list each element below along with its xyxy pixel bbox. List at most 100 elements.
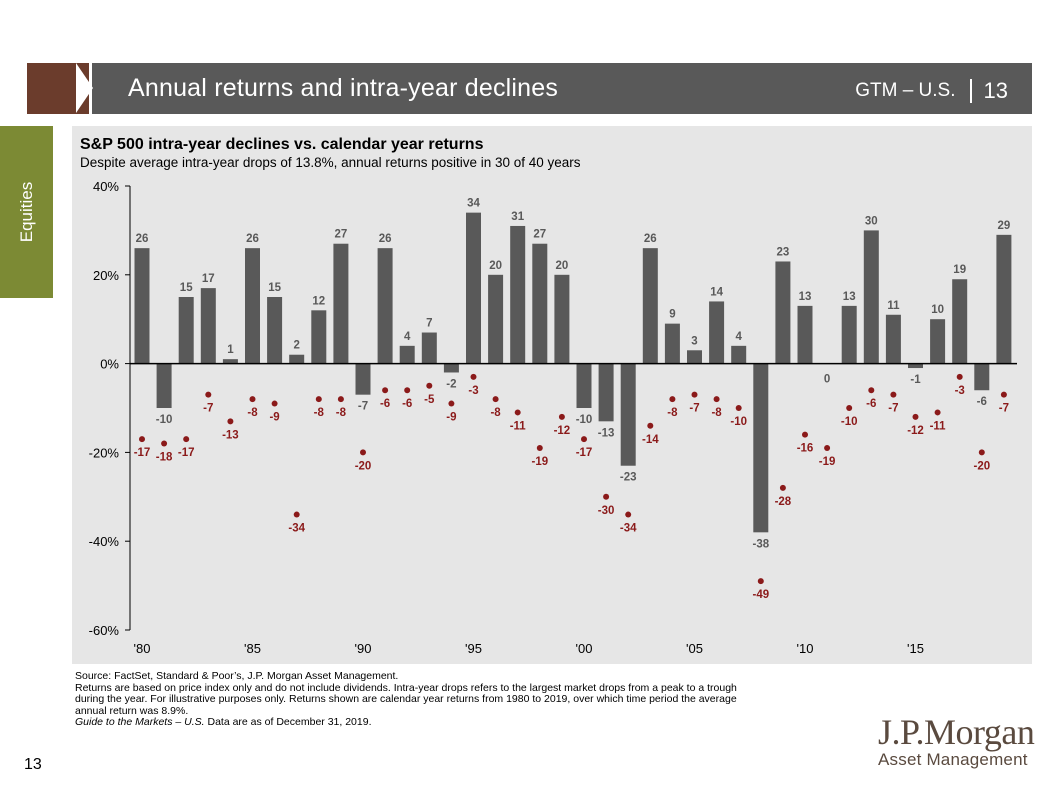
decline-point bbox=[293, 511, 300, 518]
return-bar bbox=[996, 234, 1012, 364]
return-bar bbox=[510, 225, 526, 364]
decline-data-label: -17 bbox=[576, 447, 593, 459]
decline-point bbox=[139, 436, 145, 443]
decline-point bbox=[404, 387, 411, 394]
x-tick-label: '85 bbox=[244, 641, 261, 656]
return-data-label: 20 bbox=[489, 260, 502, 272]
decline-point bbox=[492, 396, 499, 403]
page-title: Annual returns and intra-year declines bbox=[128, 74, 559, 102]
decline-data-label: -12 bbox=[554, 425, 571, 437]
jpmorgan-logo: J.P.Morgan Asset Management bbox=[878, 714, 1035, 774]
return-bar bbox=[443, 363, 459, 373]
return-data-label: -38 bbox=[752, 538, 769, 550]
decline-point bbox=[603, 493, 610, 500]
return-bar bbox=[620, 363, 636, 466]
return-bar bbox=[488, 274, 504, 364]
return-data-label: -2 bbox=[446, 378, 456, 390]
decline-point bbox=[249, 396, 256, 403]
decline-point bbox=[912, 413, 919, 420]
return-bar bbox=[885, 314, 901, 364]
decline-data-label: -7 bbox=[888, 403, 898, 415]
return-data-label: 26 bbox=[379, 233, 392, 245]
return-data-label: 14 bbox=[710, 286, 723, 298]
decline-point bbox=[426, 382, 433, 389]
return-bar bbox=[908, 363, 923, 369]
return-data-label: -7 bbox=[358, 401, 368, 413]
return-bar bbox=[952, 279, 968, 364]
x-tick-label: '80 bbox=[134, 641, 151, 656]
decline-point bbox=[448, 400, 455, 407]
decline-data-label: -20 bbox=[973, 460, 990, 472]
y-tick-label: -40% bbox=[89, 534, 120, 549]
return-data-label: 15 bbox=[268, 282, 281, 294]
y-tick-label: 40% bbox=[93, 179, 119, 194]
header-chevron bbox=[76, 63, 93, 113]
return-data-label: 7 bbox=[426, 318, 432, 330]
return-data-label: -1 bbox=[910, 374, 921, 386]
decline-point bbox=[205, 391, 212, 398]
decline-data-label: -17 bbox=[178, 447, 195, 459]
return-data-label: 27 bbox=[533, 229, 546, 241]
chart-subtitle: Despite average intra-year drops of 13.8… bbox=[80, 155, 581, 170]
decline-point bbox=[846, 405, 853, 411]
decline-point bbox=[691, 391, 698, 398]
return-data-label: -6 bbox=[977, 396, 987, 408]
decline-data-label: -14 bbox=[642, 434, 659, 446]
decline-data-label: -19 bbox=[819, 456, 836, 468]
decline-data-label: -7 bbox=[689, 403, 699, 415]
x-tick-label: '00 bbox=[576, 641, 593, 656]
return-data-label: -10 bbox=[156, 414, 173, 426]
return-bar bbox=[554, 274, 570, 364]
decline-point bbox=[956, 373, 963, 380]
return-data-label: 13 bbox=[799, 291, 812, 303]
return-bar bbox=[930, 319, 946, 364]
return-bar bbox=[863, 230, 879, 364]
section-tab[interactable]: Equities bbox=[0, 126, 53, 298]
decline-point bbox=[868, 387, 875, 394]
return-data-label: 29 bbox=[998, 220, 1011, 232]
return-data-label: -13 bbox=[598, 427, 615, 439]
return-bar bbox=[466, 212, 481, 364]
return-data-label: 0 bbox=[824, 374, 830, 386]
decline-data-label: -6 bbox=[402, 398, 412, 410]
decline-point bbox=[757, 578, 764, 585]
decline-point bbox=[581, 436, 587, 443]
y-tick-label: 20% bbox=[93, 268, 119, 283]
return-bar bbox=[399, 345, 415, 364]
header-page-number: 13 bbox=[983, 78, 1008, 103]
footnote-line: annual return was 8.9%. bbox=[75, 704, 189, 717]
return-data-label: 23 bbox=[777, 246, 790, 258]
y-tick-label: 0% bbox=[100, 357, 119, 372]
return-bar bbox=[687, 350, 702, 364]
decline-point bbox=[713, 396, 720, 403]
decline-point bbox=[536, 444, 543, 451]
return-bar bbox=[355, 363, 371, 395]
decline-point bbox=[227, 418, 234, 425]
return-data-label: 1 bbox=[227, 344, 234, 356]
return-bar bbox=[775, 261, 791, 364]
return-data-label: 15 bbox=[180, 282, 193, 294]
decline-data-label: -9 bbox=[269, 412, 279, 424]
logo-subtitle: Asset Management bbox=[878, 750, 1028, 769]
return-bar bbox=[289, 354, 305, 364]
page-number: 13 bbox=[24, 756, 42, 773]
return-bar bbox=[333, 243, 349, 364]
x-tick-label: '05 bbox=[686, 641, 703, 656]
decline-data-label: -30 bbox=[598, 505, 615, 517]
return-data-label: 20 bbox=[556, 260, 569, 272]
decline-data-label: -10 bbox=[841, 416, 858, 428]
decline-point bbox=[625, 511, 632, 518]
decline-data-label: -16 bbox=[797, 443, 814, 455]
return-data-label: 26 bbox=[644, 233, 657, 245]
return-data-label: 10 bbox=[931, 304, 944, 316]
return-data-label: 4 bbox=[404, 331, 411, 343]
return-bar bbox=[532, 243, 548, 364]
decline-data-label: -34 bbox=[620, 523, 637, 535]
x-tick-label: '90 bbox=[355, 641, 372, 656]
return-data-label: 17 bbox=[202, 273, 215, 285]
return-bar bbox=[200, 288, 216, 364]
return-data-label: 11 bbox=[887, 300, 900, 312]
decline-data-label: -3 bbox=[468, 385, 478, 397]
return-data-label: 34 bbox=[467, 198, 480, 210]
